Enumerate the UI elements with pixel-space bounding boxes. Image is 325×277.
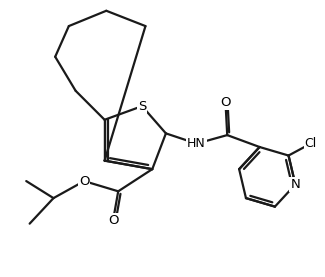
Text: O: O — [79, 175, 89, 188]
Text: S: S — [138, 100, 146, 113]
Text: Cl: Cl — [305, 137, 317, 150]
Text: O: O — [108, 214, 118, 227]
Text: N: N — [291, 178, 300, 191]
Text: O: O — [220, 96, 231, 109]
Text: HN: HN — [187, 137, 206, 150]
